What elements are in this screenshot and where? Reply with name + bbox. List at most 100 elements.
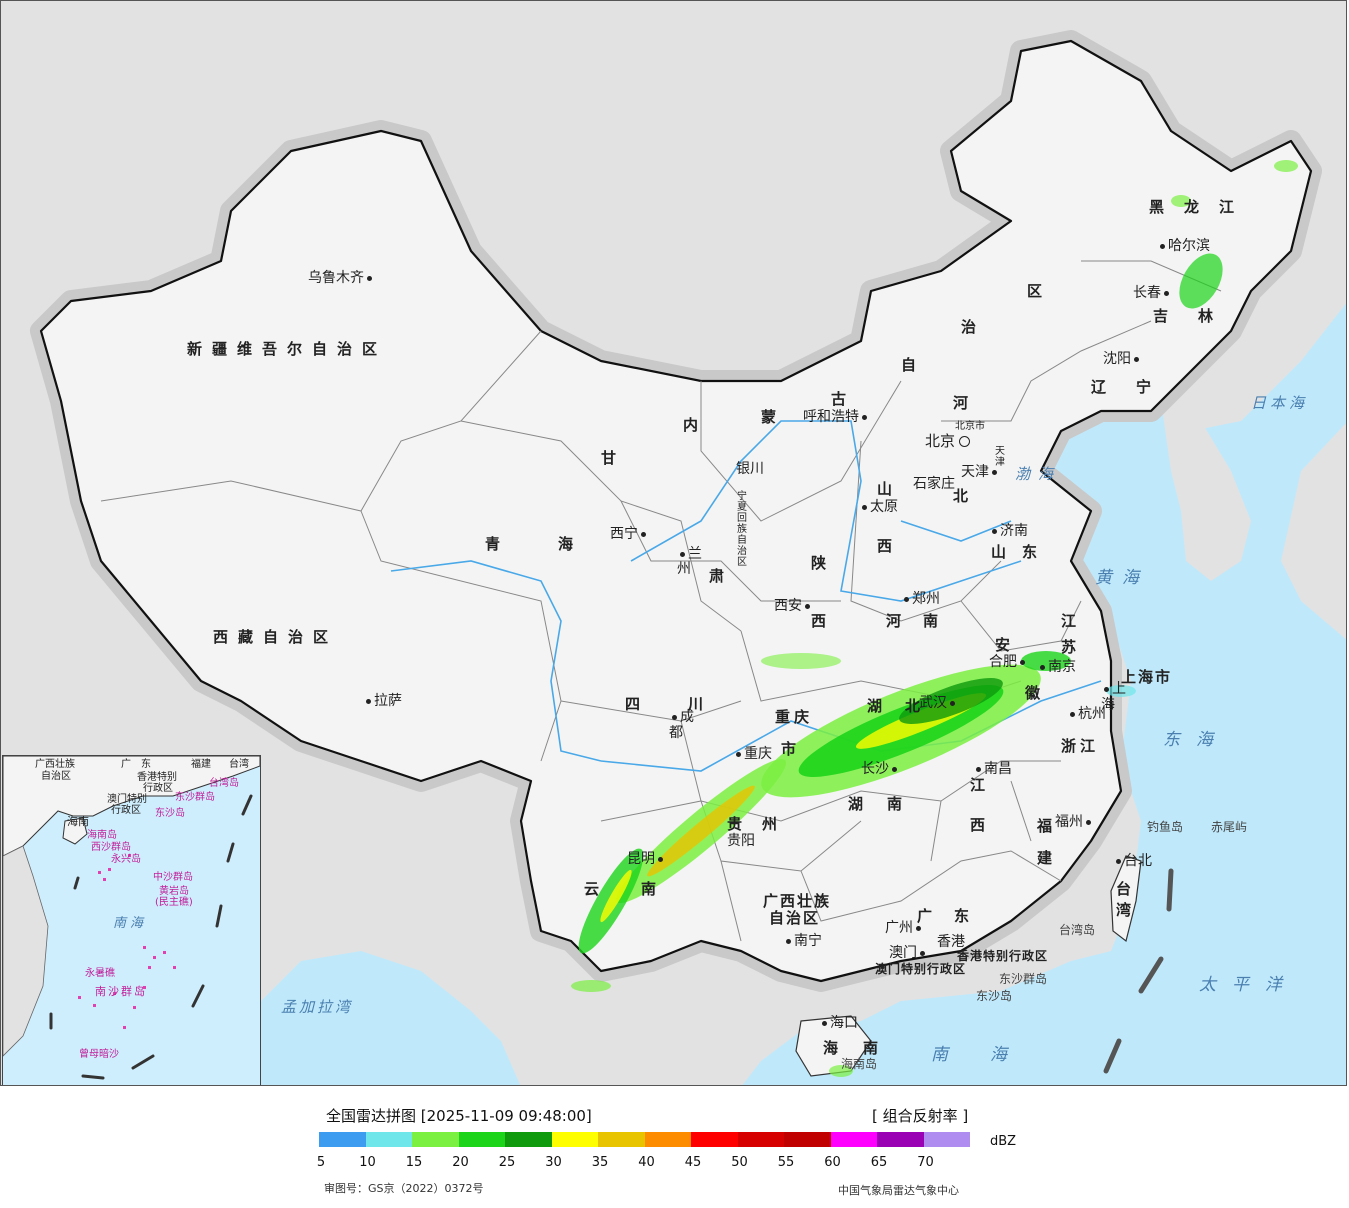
map-canvas [30, 30, 1346, 1085]
sea-nanhai: 南海 [931, 1045, 1049, 1065]
region-xinjiang: 新疆维吾尔自治区 [187, 340, 388, 358]
region-shanxi-2: 西 [877, 537, 903, 555]
inset-guangxi-2: 自治区 [41, 771, 71, 782]
scale-tick-label: 20 [452, 1155, 469, 1170]
color-swatch [505, 1132, 552, 1147]
region-shanxi-1: 山 [877, 480, 903, 498]
city-changchun: 长春 [1133, 285, 1173, 301]
city-hohhot: 呼和浩特 [803, 409, 870, 425]
region-taiwan-1: 台 [1116, 880, 1142, 898]
city-beijing: 北京 [925, 433, 971, 449]
city-lhasa: 拉萨 [363, 693, 402, 709]
city-hangzhou: 杭州 [1067, 706, 1107, 722]
inset-nanhai: 南海 [113, 916, 148, 931]
island-chiwei: 赤尾屿 [1211, 820, 1248, 834]
city-nanjing: 南京 [1037, 659, 1076, 675]
region-heilongjiang: 黑龙江 [1149, 198, 1255, 216]
inset-zengmu: 曾母暗沙 [79, 1049, 119, 1060]
scale-tick-label: 55 [777, 1155, 795, 1170]
inset-dash-lines [49, 794, 253, 1080]
scale-tick-label: 70 [917, 1155, 934, 1170]
city-guiyang: 贵阳 [727, 833, 755, 849]
city-taiyuan: 太原 [859, 499, 899, 515]
inset-dongsha: 东沙群岛 [175, 792, 215, 803]
south-china-sea-inset: 广西壮族 自治区 广东 福建 台湾 香港特别 行政区 澳门特别 行政区 台湾岛 … [2, 755, 261, 1085]
region-qinghai-2: 海 [558, 535, 584, 553]
taiwan-island [1110, 855, 1142, 943]
region-hubei-1: 湖 [867, 697, 893, 715]
region-liaoning: 辽宁 [1091, 378, 1182, 396]
city-chengdu: 成都 [669, 709, 694, 741]
region-taiwan-2: 湾 [1116, 901, 1142, 919]
city-shanghai: 上海 [1101, 681, 1126, 713]
data-source: 中国气象局雷达气象中心 [838, 1184, 959, 1197]
color-swatch [784, 1132, 831, 1147]
region-jilin: 吉林 [1153, 307, 1244, 325]
city-nanning: 南宁 [783, 933, 822, 949]
region-gansu-2: 肃 [709, 567, 735, 585]
legend-title: 全国雷达拼图 [2025-11-09 09:48:00] [326, 1107, 592, 1125]
region-anhui-2: 徽 [1025, 684, 1051, 702]
inset-taiwan-island: 台湾岛 [209, 778, 239, 789]
region-henan: 河南 [886, 612, 961, 630]
inset-map [3, 756, 260, 1080]
city-taibei: 台北 [1113, 853, 1153, 869]
color-swatch [598, 1132, 645, 1147]
city-xian: 西安 [774, 598, 813, 614]
region-guizhou: 贵州 [727, 815, 798, 833]
region-fujian-2: 建 [1037, 849, 1063, 867]
region-jiangxi-2: 西 [970, 816, 996, 834]
region-macao: 澳门特别行政区 [875, 962, 967, 976]
color-swatch [644, 1132, 691, 1147]
city-urumqi: 乌鲁木齐 [308, 270, 375, 286]
color-swatch [551, 1132, 598, 1147]
city-zhengzhou: 郑州 [901, 591, 941, 607]
scale-tick-label: 65 [870, 1155, 888, 1170]
region-hebei-2: 北 [953, 487, 979, 505]
region-neimenggu-3: 古 [831, 390, 857, 408]
inset-islands [78, 854, 176, 1029]
inset-minzhu: (民主礁) [155, 897, 193, 908]
inset-fujian: 福建 [191, 759, 211, 770]
region-hebei-1: 河 [953, 394, 979, 412]
color-swatch [458, 1132, 505, 1147]
color-scale-ticks: 5 10 15 20 25 30 35 40 45 50 55 60 65 70 [316, 1155, 1019, 1173]
inset-macao: 澳门特别 [107, 794, 147, 805]
inset-hk: 香港特别 [137, 772, 177, 783]
region-shaanxi-2: 西 [811, 612, 837, 630]
city-fuzhou: 福州 [1055, 814, 1095, 830]
city-yinchuan: 银川 [736, 461, 764, 477]
approval-number: 审图号：GS京（2022）0372号 [324, 1182, 484, 1195]
inset-hainan: 海南 [67, 815, 89, 828]
scale-tick-label: 5 [316, 1155, 326, 1170]
inset-yongshu: 永暑礁 [85, 968, 115, 979]
region-neimenggu-5: 治 [961, 318, 987, 336]
scale-tick-label: 40 [638, 1155, 655, 1170]
inset-macao-2: 行政区 [111, 805, 141, 816]
color-swatch [830, 1132, 877, 1147]
region-sichuan: 四川 [625, 695, 752, 713]
city-jinan: 济南 [989, 523, 1028, 539]
region-hk: 香港特别行政区 [957, 949, 1049, 963]
city-chongqing: 重庆 [733, 746, 773, 762]
sea-riben: 日本海 [1251, 394, 1309, 412]
region-hunan-1: 湖 [848, 795, 874, 813]
region-neimenggu-4: 自 [901, 356, 927, 374]
city-lanzhou: 兰州 [677, 546, 702, 577]
region-zhejiang: 浙江 [1061, 737, 1100, 755]
city-haikou: 海口 [819, 1015, 859, 1031]
nine-dash-line [1103, 868, 1174, 1074]
scale-tick-label: 15 [405, 1155, 423, 1170]
region-hainan-1: 海 [823, 1039, 849, 1057]
region-chongqing: 重庆 [775, 708, 814, 726]
island-hainan: 海南岛 [841, 1057, 878, 1071]
city-harbin: 哈尔滨 [1157, 238, 1210, 254]
island-taiwan: 台湾岛 [1059, 923, 1096, 937]
city-macao: 澳门 [889, 945, 928, 961]
region-xizang: 西藏自治区 [213, 628, 339, 646]
city-shijiazhuang: 石家庄 [913, 476, 955, 492]
color-swatch [877, 1132, 924, 1147]
sea-mengjiala: 孟加拉湾 [281, 998, 354, 1016]
island-dongsha-qundao: 东沙群岛 [999, 972, 1048, 986]
color-swatch [737, 1132, 784, 1147]
